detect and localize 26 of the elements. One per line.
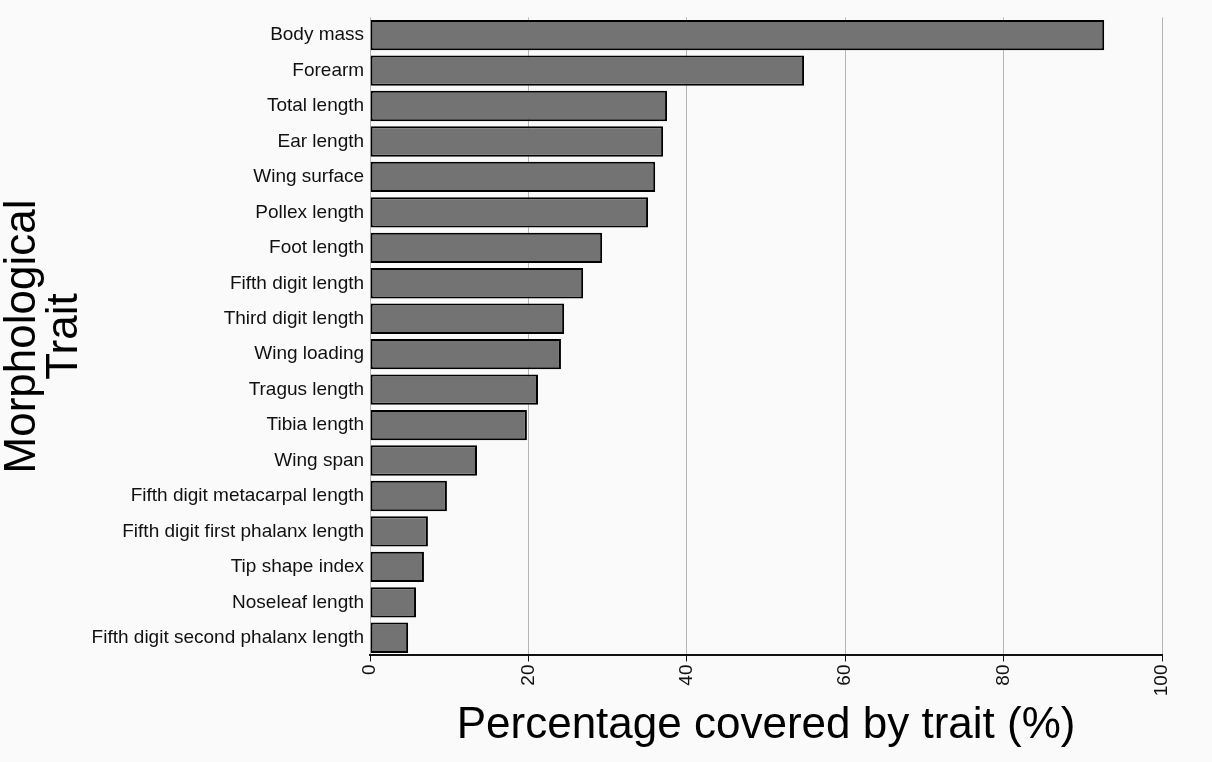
y-tick-label: Total length [266, 94, 365, 116]
y-tick-label: Wing loading [254, 342, 365, 364]
y-tick-label: Pollex length [255, 200, 365, 222]
y-tick-label: Noseleaf length [232, 590, 365, 612]
y-tick-label: Third digit length [223, 306, 365, 328]
x-tick-label: 40 [675, 664, 697, 686]
x-tick-label: 100 [1150, 664, 1172, 697]
y-tick-label: Foot length [269, 236, 365, 258]
y-tick-label: Forearm [292, 58, 365, 80]
y-tick-label: Ear length [277, 129, 365, 151]
y-tick-label: Fifth digit first phalanx length [122, 519, 365, 541]
y-tick-label: Wing span [274, 448, 365, 470]
y-tick-label: Fifth digit length [229, 271, 365, 293]
x-tick-label: 60 [833, 664, 855, 686]
x-tick-label: 80 [991, 664, 1013, 686]
y-axis-title: Morphological Trait [0, 199, 86, 474]
y-tick-label: Fifth digit metacarpal length [130, 484, 365, 506]
x-tick-label: 20 [516, 664, 538, 686]
y-tick-label: Tibia length [266, 413, 365, 435]
y-tick-label: Wing surface [253, 165, 365, 187]
y-tick-label: Body mass [270, 23, 365, 45]
x-tick-label: 0 [358, 664, 380, 676]
x-axis-title: Percentage covered by trait (%) [456, 697, 1076, 747]
y-tick-label: Fifth digit second phalanx length [91, 626, 365, 648]
y-tick-label: Tragus length [248, 377, 365, 399]
y-tick-label: Tip shape index [230, 555, 365, 577]
